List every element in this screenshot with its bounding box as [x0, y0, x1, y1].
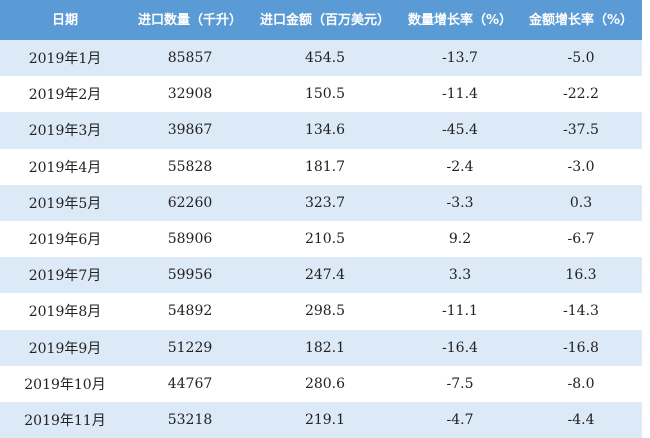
cell-date: 2019年10月 [24, 376, 106, 393]
cell-quantity: 53218 [167, 411, 213, 428]
cell-date: 2019年4月 [28, 159, 102, 176]
cell-date: 2019年3月 [28, 123, 102, 140]
cell-quantity: 58906 [167, 231, 213, 248]
table-body: 2019年1月 85857 454.5 -13.7 -5.0 2019年2月 32908 15… [0, 40, 642, 438]
cell-quantity: 32908 [167, 86, 213, 103]
header-amount-growth: 金额增长率（%） [528, 12, 634, 28]
table-row: 2019年10月 44767 280.6 -7.5 -8.0 [0, 365, 642, 402]
cell-date: 2019年7月 [28, 268, 102, 285]
cell-quantity-growth: -3.3 [446, 194, 474, 211]
header-quantity: 进口数量（千升） [137, 12, 242, 28]
cell-amount: 181.7 [304, 158, 346, 175]
cell-amount: 134.6 [304, 122, 346, 139]
table-row: 2019年5月 62260 323.7 -3.3 0.3 [0, 184, 642, 221]
cell-amount-growth: -3.0 [567, 158, 595, 175]
cell-quantity: 44767 [167, 375, 213, 392]
cell-date: 2019年9月 [28, 340, 102, 357]
table-header: 日期 进口数量（千升） 进口金额（百万美元） 数量增长率（%） 金额增长率（%） [0, 0, 642, 40]
cell-quantity: 55828 [167, 158, 213, 175]
cell-amount-growth: 0.3 [569, 194, 593, 211]
table-row: 2019年2月 32908 150.5 -11.4 -22.2 [0, 76, 642, 113]
cell-quantity: 39867 [167, 122, 213, 139]
cell-date: 2019年5月 [28, 195, 102, 212]
cell-amount-growth: -16.8 [563, 339, 599, 356]
table-row: 2019年6月 58906 210.5 9.2 -6.7 [0, 220, 642, 258]
cell-quantity-growth: -11.1 [442, 303, 478, 320]
table-row: 2019年4月 55828 181.7 -2.4 -3.0 [0, 148, 642, 185]
cell-quantity: 54892 [167, 303, 213, 320]
cell-amount-growth: -8.0 [567, 375, 595, 392]
table-row: 2019年11月 53218 219.1 -4.7 -4.4 [0, 401, 642, 438]
cell-amount: 150.5 [304, 86, 346, 103]
cell-quantity-growth: 3.3 [448, 267, 472, 284]
cell-quantity-growth: -2.4 [446, 158, 474, 175]
table-row: 2019年1月 85857 454.5 -13.7 -5.0 [0, 40, 642, 77]
cell-amount: 247.4 [304, 267, 346, 284]
table-row: 2019年3月 39867 134.6 -45.4 -37.5 [0, 112, 642, 149]
cell-amount-growth: 16.3 [565, 267, 597, 284]
cell-amount-growth: -37.5 [563, 122, 599, 139]
cell-quantity-growth: -45.4 [442, 122, 478, 139]
cell-amount-growth: -4.4 [567, 411, 595, 428]
header-quantity-growth: 数量增长率（%） [407, 12, 513, 28]
cell-amount-growth: -5.0 [567, 50, 595, 67]
table-row: 2019年7月 59956 247.4 3.3 16.3 [0, 257, 642, 294]
cell-amount: 298.5 [304, 303, 346, 320]
cell-quantity-growth: -7.5 [446, 375, 474, 392]
cell-date: 2019年6月 [28, 232, 102, 249]
table-row: 2019年9月 51229 182.1 -16.4 -16.8 [0, 329, 642, 366]
cell-amount-growth: -22.2 [563, 86, 599, 103]
cell-amount: 454.5 [304, 50, 346, 67]
cell-date: 2019年1月 [28, 51, 102, 68]
cell-amount: 219.1 [304, 411, 346, 428]
table-row: 2019年8月 54892 298.5 -11.1 -14.3 [0, 293, 642, 330]
cell-date: 2019年8月 [28, 304, 102, 321]
cell-quantity-growth: -11.4 [442, 86, 478, 103]
cell-amount-growth: -14.3 [563, 303, 599, 320]
cell-quantity: 85857 [167, 50, 213, 67]
header-amount: 进口金额（百万美元） [259, 12, 390, 28]
header-date: 日期 [51, 12, 78, 28]
cell-amount: 280.6 [304, 375, 346, 392]
cell-quantity-growth: 9.2 [448, 231, 472, 248]
cell-date: 2019年11月 [24, 412, 106, 429]
cell-quantity-growth: -16.4 [442, 339, 478, 356]
cell-amount: 323.7 [304, 194, 346, 211]
cell-quantity: 59956 [167, 267, 213, 284]
cell-amount: 182.1 [304, 339, 346, 356]
cell-quantity: 51229 [167, 339, 213, 356]
cell-amount: 210.5 [304, 231, 346, 248]
cell-amount-growth: -6.7 [567, 231, 595, 248]
cell-quantity: 62260 [167, 194, 213, 211]
cell-quantity-growth: -4.7 [446, 411, 474, 428]
cell-quantity-growth: -13.7 [442, 50, 478, 67]
cell-date: 2019年2月 [28, 87, 102, 104]
